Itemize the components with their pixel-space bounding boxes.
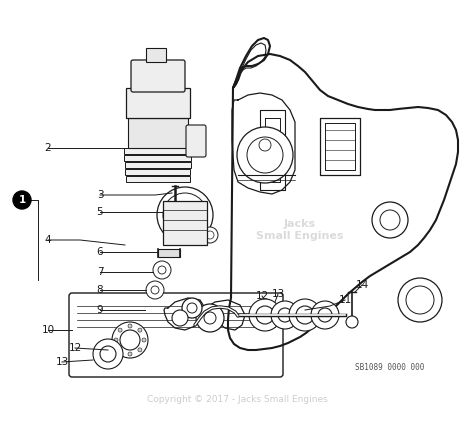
Circle shape [278,308,292,322]
Circle shape [142,338,146,342]
Circle shape [346,316,358,328]
Circle shape [406,286,434,314]
Circle shape [372,202,408,238]
FancyBboxPatch shape [69,293,283,377]
Circle shape [172,310,188,326]
Circle shape [182,298,202,318]
Circle shape [128,324,132,328]
Circle shape [157,187,213,243]
Bar [158,249,180,257]
Text: 10: 10 [41,325,55,335]
Circle shape [271,301,299,329]
Circle shape [153,261,171,279]
FancyBboxPatch shape [131,60,185,92]
Text: 13: 13 [55,357,69,367]
Text: 13: 13 [272,289,284,299]
Text: 3: 3 [97,190,103,200]
Text: 12: 12 [255,291,269,301]
Text: 14: 14 [356,280,369,290]
Circle shape [398,278,442,322]
Text: 5: 5 [97,207,103,217]
Circle shape [206,231,214,239]
Circle shape [259,139,271,151]
Text: Jacks
Small Engines: Jacks Small Engines [256,219,344,241]
Circle shape [93,339,123,369]
Bar [125,162,191,168]
Circle shape [170,199,180,209]
Circle shape [112,322,148,358]
Text: 1: 1 [18,195,26,205]
Bar [125,155,191,161]
Circle shape [144,146,172,174]
Circle shape [118,348,122,352]
Text: 12: 12 [68,343,82,353]
Circle shape [120,330,140,350]
Circle shape [100,346,116,362]
Text: 7: 7 [97,267,103,277]
Bar [126,176,190,182]
Text: Copyright © 2017 - Jacks Small Engines: Copyright © 2017 - Jacks Small Engines [146,396,328,405]
Circle shape [311,301,339,329]
FancyBboxPatch shape [186,125,206,157]
Text: 6: 6 [97,247,103,257]
Circle shape [256,306,274,324]
Circle shape [196,304,224,332]
Bar [163,201,207,245]
Circle shape [249,299,281,331]
Circle shape [13,191,31,209]
Circle shape [114,338,118,342]
Circle shape [289,299,321,331]
Circle shape [163,193,207,237]
Text: 11: 11 [338,295,352,305]
Circle shape [158,266,166,274]
Bar [126,169,191,175]
Circle shape [296,306,314,324]
Bar [146,48,166,62]
Circle shape [187,303,197,313]
Circle shape [237,127,293,183]
Circle shape [247,137,283,173]
Circle shape [202,227,218,243]
Text: SB1089 0000 000: SB1089 0000 000 [356,363,425,372]
Text: 2: 2 [45,143,51,153]
Circle shape [138,348,142,352]
Text: 4: 4 [45,235,51,245]
Text: 8: 8 [97,285,103,295]
Circle shape [128,352,132,356]
Circle shape [318,308,332,322]
Circle shape [191,133,201,143]
Circle shape [151,286,159,294]
Bar [124,148,192,154]
Circle shape [146,281,164,299]
Bar [128,118,188,148]
Circle shape [138,328,142,332]
Circle shape [204,312,216,324]
Circle shape [380,210,400,230]
Text: 9: 9 [97,305,103,315]
Circle shape [136,138,180,182]
Bar [126,88,190,118]
Circle shape [118,328,122,332]
